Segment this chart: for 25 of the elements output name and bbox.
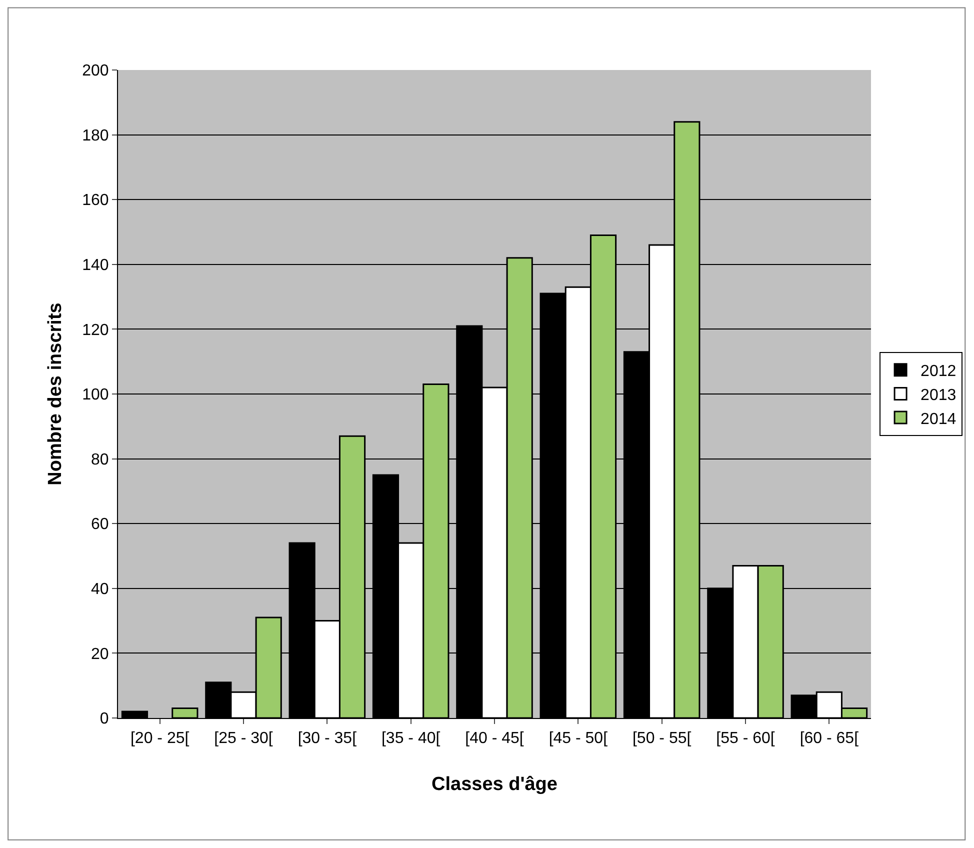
y-tick-label: 160 bbox=[82, 192, 109, 210]
legend-label: 2014 bbox=[920, 410, 956, 428]
y-tick-label: 140 bbox=[82, 257, 109, 274]
x-tick-label: [40 - 45[ bbox=[465, 730, 524, 748]
y-tick-label: 180 bbox=[82, 127, 109, 144]
y-tick-label: 120 bbox=[82, 322, 109, 339]
y-tick-label: 80 bbox=[91, 451, 109, 468]
legend-label: 2013 bbox=[920, 386, 956, 404]
y-tick-label: 100 bbox=[82, 386, 109, 404]
x-tick-label: [55 - 60[ bbox=[716, 730, 776, 748]
x-axis-title: Classes d'âge bbox=[432, 774, 558, 795]
y-tick-label: 60 bbox=[91, 516, 109, 534]
x-tick-label: [30 - 35[ bbox=[298, 730, 358, 748]
x-tick-label: [50 - 55[ bbox=[632, 730, 692, 748]
x-tick-label: [35 - 40[ bbox=[381, 730, 441, 748]
x-tick-label: [45 - 50[ bbox=[548, 730, 608, 748]
y-tick-label: 200 bbox=[82, 62, 109, 80]
x-tick-label: [25 - 30[ bbox=[214, 730, 274, 748]
y-tick-label: 40 bbox=[91, 581, 109, 598]
y-tick-label: 0 bbox=[100, 710, 109, 728]
x-tick-label: [20 - 25[ bbox=[130, 730, 190, 748]
y-tick-label: 20 bbox=[91, 646, 109, 663]
legend-label: 2012 bbox=[920, 363, 956, 380]
y-axis-title: Nombre des inscrits bbox=[44, 302, 66, 486]
x-tick-label: [60 - 65[ bbox=[800, 730, 860, 748]
